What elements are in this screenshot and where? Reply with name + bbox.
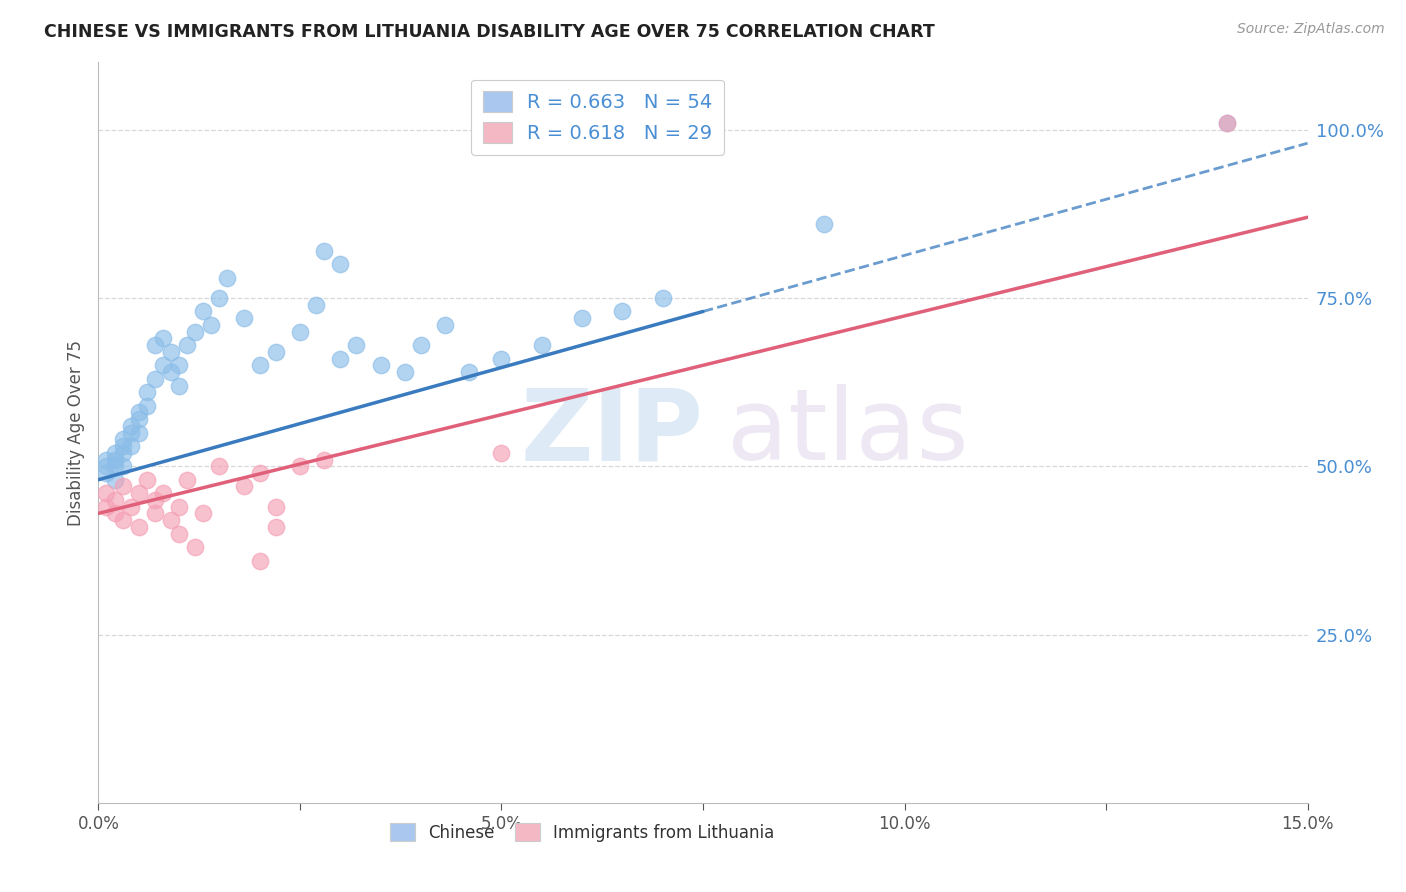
- Point: [111, 446, 134, 460]
- Point: [120, 500, 142, 514]
- Point: [167, 526, 190, 541]
- Point: [394, 365, 416, 379]
- Point: [571, 311, 593, 326]
- Text: CHINESE VS IMMIGRANTS FROM LITHUANIA DISABILITY AGE OVER 75 CORRELATION CHART: CHINESE VS IMMIGRANTS FROM LITHUANIA DIS…: [44, 23, 935, 41]
- Point: [651, 291, 673, 305]
- Point: [143, 338, 166, 352]
- Point: [208, 291, 231, 305]
- Point: [160, 513, 183, 527]
- Legend: Chinese, Immigrants from Lithuania: Chinese, Immigrants from Lithuania: [381, 814, 783, 850]
- Point: [264, 500, 287, 514]
- Point: [96, 466, 118, 480]
- Point: [128, 412, 150, 426]
- Point: [184, 540, 207, 554]
- Point: [193, 507, 215, 521]
- Point: [96, 459, 118, 474]
- Point: [111, 479, 134, 493]
- Point: [491, 351, 513, 366]
- Point: [103, 459, 125, 474]
- Text: atlas: atlas: [727, 384, 969, 481]
- Point: [103, 492, 125, 507]
- Point: [1216, 116, 1239, 130]
- Point: [184, 325, 207, 339]
- Point: [167, 359, 190, 373]
- Point: [329, 351, 352, 366]
- Point: [314, 452, 336, 467]
- Point: [152, 331, 174, 345]
- Point: [249, 359, 271, 373]
- Point: [103, 452, 125, 467]
- Point: [111, 513, 134, 527]
- Point: [232, 311, 254, 326]
- Point: [120, 439, 142, 453]
- Point: [143, 372, 166, 386]
- Y-axis label: Disability Age Over 75: Disability Age Over 75: [66, 340, 84, 525]
- Point: [128, 405, 150, 419]
- Point: [135, 399, 157, 413]
- Text: Source: ZipAtlas.com: Source: ZipAtlas.com: [1237, 22, 1385, 37]
- Point: [103, 473, 125, 487]
- Point: [491, 446, 513, 460]
- Point: [200, 318, 222, 332]
- Point: [409, 338, 432, 352]
- Point: [314, 244, 336, 258]
- Point: [1216, 116, 1239, 130]
- Point: [344, 338, 367, 352]
- Point: [530, 338, 553, 352]
- Point: [120, 418, 142, 433]
- Point: [176, 338, 198, 352]
- Point: [167, 378, 190, 392]
- Point: [232, 479, 254, 493]
- Point: [305, 298, 328, 312]
- Point: [329, 257, 352, 271]
- Point: [370, 359, 392, 373]
- Point: [612, 304, 634, 318]
- Point: [160, 365, 183, 379]
- Point: [249, 466, 271, 480]
- Point: [813, 217, 835, 231]
- Point: [143, 492, 166, 507]
- Point: [264, 520, 287, 534]
- Point: [96, 452, 118, 467]
- Point: [128, 425, 150, 440]
- Point: [135, 385, 157, 400]
- Point: [111, 433, 134, 447]
- Point: [128, 486, 150, 500]
- Point: [152, 359, 174, 373]
- Point: [120, 425, 142, 440]
- Point: [96, 500, 118, 514]
- Text: ZIP: ZIP: [520, 384, 703, 481]
- Point: [208, 459, 231, 474]
- Point: [288, 459, 311, 474]
- Point: [128, 520, 150, 534]
- Point: [176, 473, 198, 487]
- Point: [103, 507, 125, 521]
- Point: [249, 553, 271, 567]
- Point: [288, 325, 311, 339]
- Point: [193, 304, 215, 318]
- Point: [160, 344, 183, 359]
- Point: [434, 318, 457, 332]
- Point: [135, 473, 157, 487]
- Point: [96, 486, 118, 500]
- Point: [143, 507, 166, 521]
- Point: [152, 486, 174, 500]
- Point: [111, 439, 134, 453]
- Point: [103, 446, 125, 460]
- Point: [458, 365, 481, 379]
- Point: [217, 270, 239, 285]
- Point: [111, 459, 134, 474]
- Point: [167, 500, 190, 514]
- Point: [264, 344, 287, 359]
